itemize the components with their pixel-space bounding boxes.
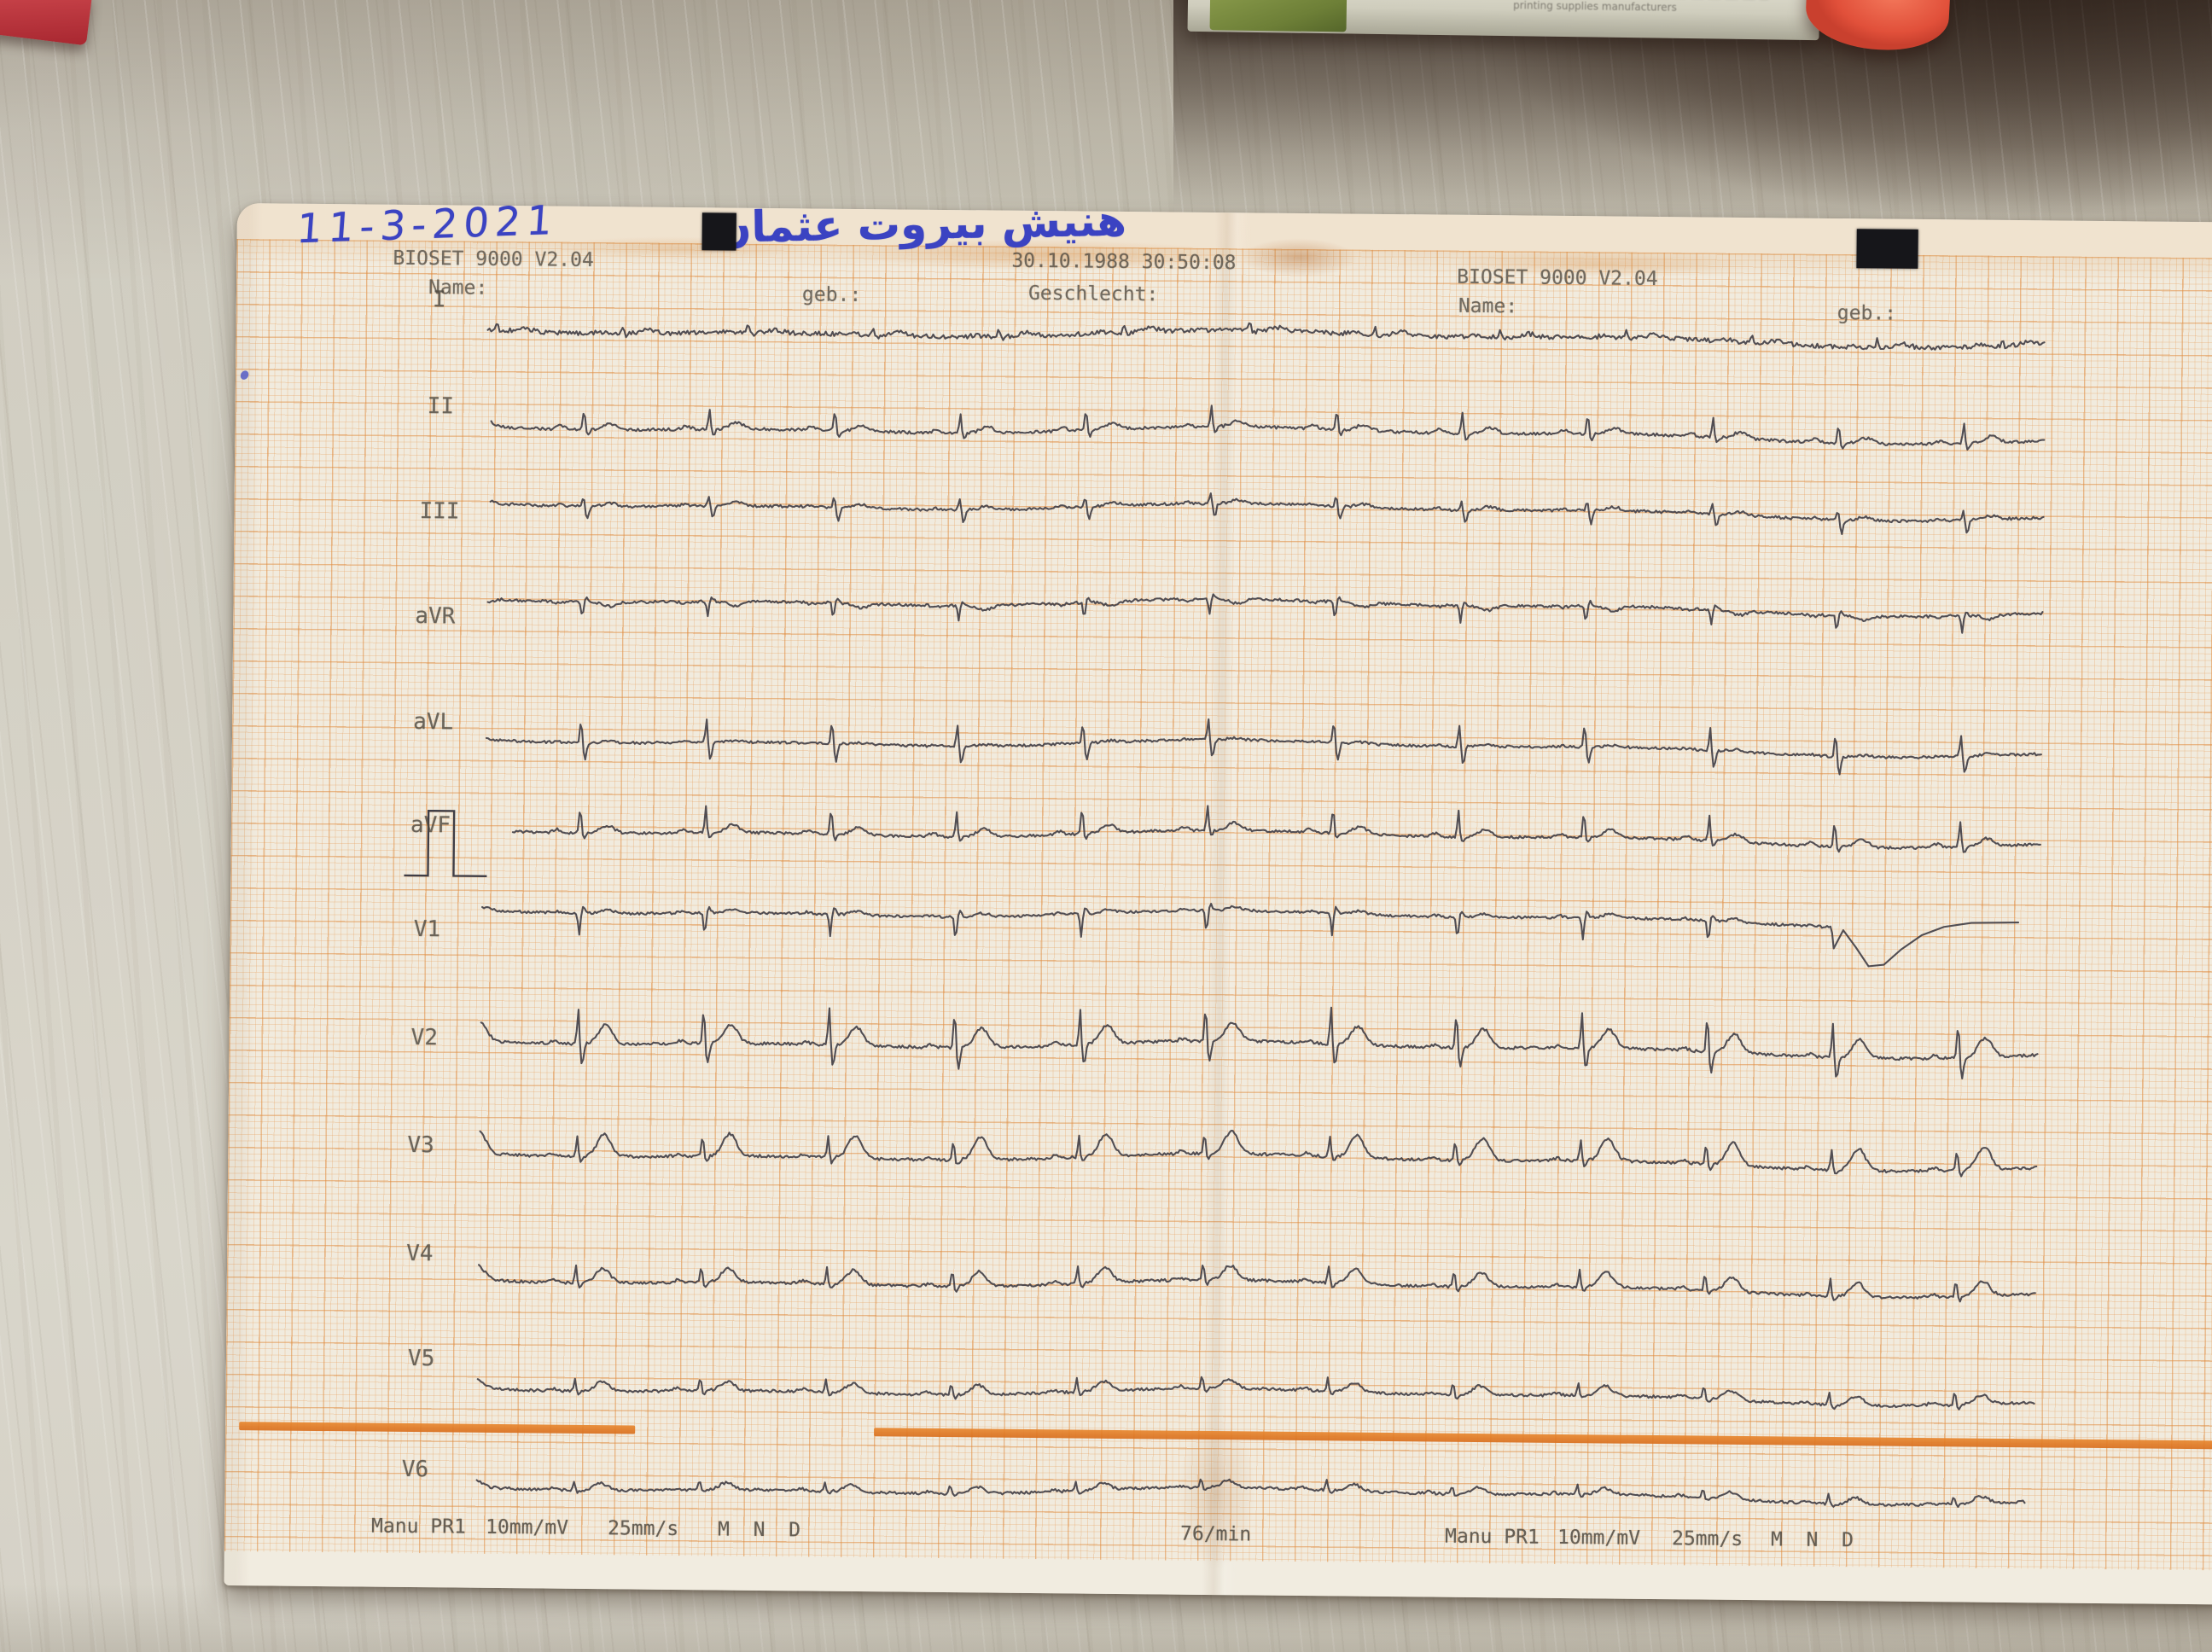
lead-label-avf: aVF <box>410 811 451 839</box>
footer-25mm-s: 25mm/s <box>607 1517 679 1541</box>
footer-25mm-s: 25mm/s <box>1671 1527 1743 1551</box>
box-green-label <box>1209 0 1348 32</box>
sync-mark-0 <box>701 212 736 251</box>
ecg-paper: 11-3-2021 هنيش بيروت عثمان BIOSET 9000 V… <box>224 196 2212 1605</box>
lead-label-avr: aVR <box>415 603 456 630</box>
header-geb-: geb.: <box>801 283 862 307</box>
lead-label-ii: II <box>427 393 455 420</box>
lead-label-v3: V3 <box>407 1131 434 1159</box>
footer-10mm-mv: 10mm/mV <box>1557 1526 1641 1550</box>
header-bioset-9000-v2-04: BIOSET 9000 V2.04 <box>1457 265 1658 290</box>
footer-10mm-mv: 10mm/mV <box>485 1515 569 1539</box>
lead-label-avl: aVL <box>413 709 454 736</box>
header-30-10-1988-30-50-08: 30.10.1988 30:50:08 <box>1011 249 1237 275</box>
handwritten-arabic-note: هنيش بيروت عثمان <box>714 195 1127 253</box>
footer-76-min: 76/min <box>1179 1522 1252 1546</box>
sync-mark-1 <box>1856 229 1918 269</box>
lead-label-v5: V5 <box>407 1345 435 1372</box>
lead-label-iii: III <box>419 498 460 525</box>
footer-manu-pr1: Manu PR1 <box>1444 1525 1540 1549</box>
handwritten-date: 11-3-2021 <box>294 196 560 253</box>
header-bioset-9000-v2-04: BIOSET 9000 V2.04 <box>393 247 594 272</box>
header-geb-: geb.: <box>1837 302 1897 325</box>
footer-manu-pr1: Manu PR1 <box>370 1515 467 1539</box>
ecg-grid <box>224 238 2212 1571</box>
header-geschlecht-: Geschlecht: <box>1027 282 1159 306</box>
header-name-: Name: <box>1458 294 1518 318</box>
lead-label-v2: V2 <box>410 1025 439 1051</box>
lead-label-v1: V1 <box>413 916 441 943</box>
lead-label-i: I <box>432 287 446 313</box>
box-print-text: printing supplies manufacturers <box>1512 0 1677 14</box>
lead-label-v4: V4 <box>406 1240 434 1267</box>
footer-m-n-d: M N D <box>717 1518 801 1542</box>
lead-label-v6: V6 <box>401 1456 429 1483</box>
footer-m-n-d: M N D <box>1770 1528 1854 1552</box>
